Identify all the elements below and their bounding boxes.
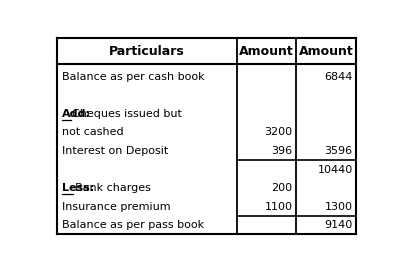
Text: Cheques issued but: Cheques issued but (73, 109, 182, 119)
Text: not cashed: not cashed (62, 127, 124, 137)
Text: 200: 200 (272, 183, 293, 193)
Text: 3596: 3596 (324, 146, 353, 156)
Text: Particulars: Particulars (109, 44, 185, 58)
Text: 396: 396 (272, 146, 293, 156)
Text: 3200: 3200 (265, 127, 293, 137)
Text: Less:: Less: (62, 183, 94, 193)
Text: Add:: Add: (62, 109, 91, 119)
Text: 9140: 9140 (324, 220, 353, 230)
Text: Interest on Deposit: Interest on Deposit (62, 146, 168, 156)
Text: Insurance premium: Insurance premium (62, 202, 171, 211)
Text: 6844: 6844 (324, 72, 353, 83)
Text: 10440: 10440 (318, 165, 353, 174)
Text: Amount: Amount (239, 44, 294, 58)
Text: 1300: 1300 (325, 202, 353, 211)
Text: 1100: 1100 (265, 202, 293, 211)
Text: Balance as per pass book: Balance as per pass book (62, 220, 204, 230)
Text: Bank charges: Bank charges (75, 183, 150, 193)
Text: Balance as per cash book: Balance as per cash book (62, 72, 205, 83)
Text: Amount: Amount (299, 44, 354, 58)
